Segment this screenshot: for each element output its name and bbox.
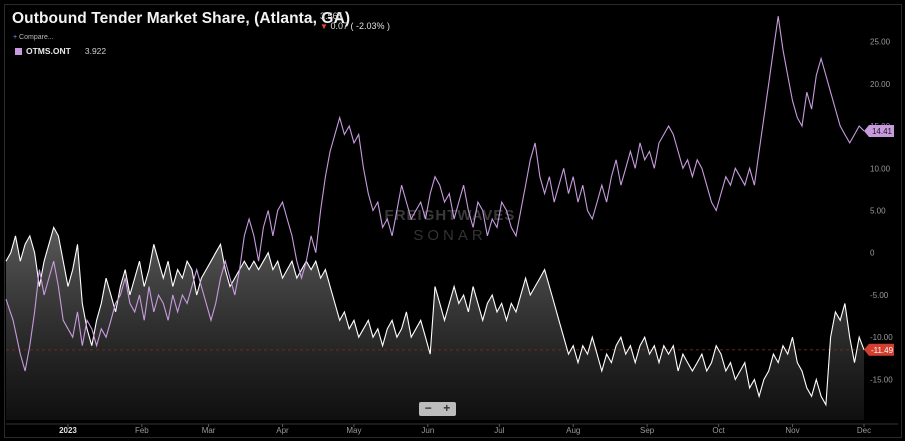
current-price: 3.565 [320, 11, 343, 21]
plus-icon: + [13, 34, 18, 41]
y-tick-label: 0 [870, 249, 875, 258]
down-arrow-icon: ▼ [320, 22, 328, 31]
watermark-line1: FREIGHTWAVES [385, 207, 516, 224]
legend-series-value: 3.922 [84, 46, 107, 56]
y-tick-label: 25.00 [870, 38, 891, 47]
y-tick-label: 20.00 [870, 80, 891, 89]
otms-last-value-label: 14.41 [872, 127, 893, 136]
x-tick-label: Oct [712, 426, 725, 435]
zoom-out-button[interactable]: − [424, 401, 432, 415]
compare-link[interactable]: + Compare... [13, 34, 54, 41]
legend[interactable]: OTMS.ONT 3.922 [15, 46, 106, 56]
x-tick-label: Apr [276, 426, 289, 435]
x-tick-label: May [346, 426, 361, 435]
y-tick-label: 5.00 [870, 207, 886, 216]
price-change: ▼ 0.07 ( -2.03% ) [320, 21, 390, 32]
x-tick-label: Aug [566, 426, 580, 435]
otms-series-line[interactable] [5, 16, 865, 372]
legend-swatch [15, 47, 22, 55]
legend-series-name: OTMS.ONT [26, 46, 71, 56]
y-tick-label: 10.00 [870, 164, 891, 173]
watermark-line2: SONAR [413, 227, 486, 244]
x-tick-label: Nov [785, 426, 799, 435]
x-tick-label: Jul [494, 426, 504, 435]
x-tick-label: Jun [421, 426, 434, 435]
x-tick-label: Sep [640, 426, 655, 435]
comparison-last-value-label: -11.49 [871, 346, 894, 355]
x-tick-label: 2023 [59, 426, 77, 435]
comparison-last-value-label-bg [864, 343, 894, 356]
price-change-value: 0.07 ( -2.03% ) [330, 21, 390, 31]
zoom-control[interactable]: − + [419, 402, 456, 416]
zoom-in-button[interactable]: + [443, 401, 451, 415]
y-tick-label: -10.00 [870, 333, 893, 342]
chart-frame [4, 4, 902, 438]
comparison-series-area [6, 227, 864, 420]
chart-title: Outbound Tender Market Share, (Atlanta, … [12, 10, 351, 27]
x-tick-label: Mar [202, 426, 216, 435]
compare-label: Compare... [19, 34, 54, 41]
y-tick-label: -15.00 [870, 375, 893, 384]
price-block: 3.565 ▼ 0.07 ( -2.03% ) [320, 11, 390, 32]
x-tick-label: Dec [857, 426, 871, 435]
y-tick-label: -5.00 [870, 291, 889, 300]
comparison-series-line[interactable] [5, 225, 865, 407]
otms-last-value-label-bg [864, 125, 894, 138]
x-tick-label: Feb [135, 426, 149, 435]
